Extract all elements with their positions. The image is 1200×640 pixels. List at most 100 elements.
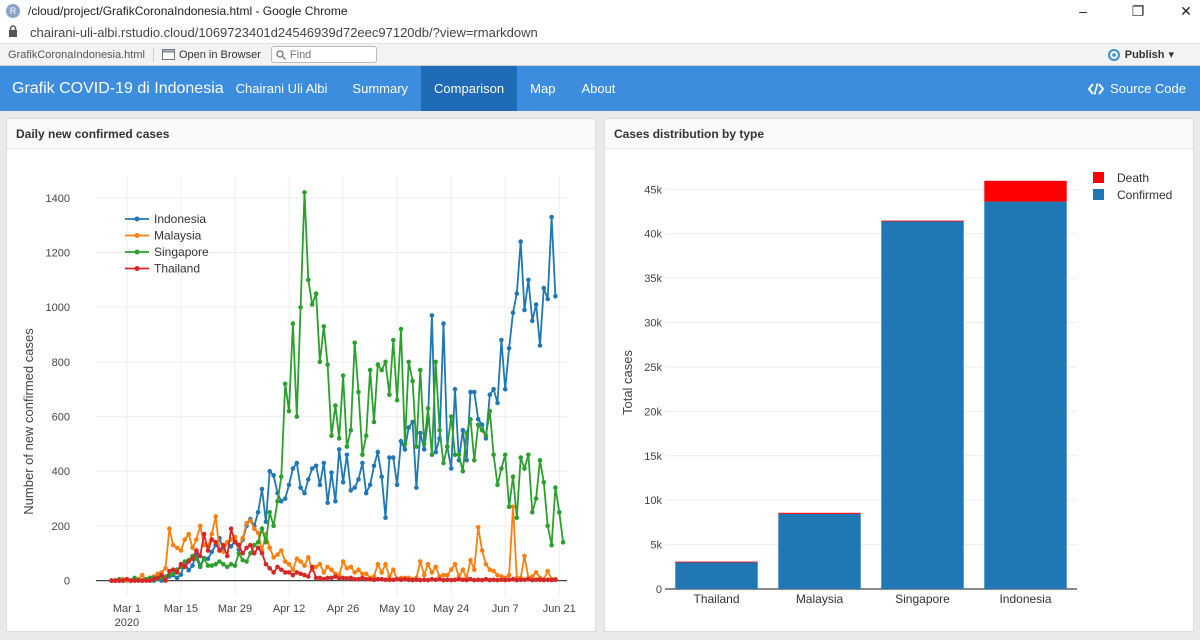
data-point	[356, 576, 361, 582]
bar-confirmed-thailand[interactable]	[675, 562, 758, 589]
data-point	[495, 572, 500, 578]
data-point	[483, 561, 489, 567]
data-point	[526, 576, 531, 582]
data-point	[340, 575, 346, 581]
data-point	[325, 500, 330, 506]
data-point	[418, 577, 423, 583]
data-point	[116, 578, 122, 583]
publish-button[interactable]: Publish ▾	[1107, 48, 1174, 61]
maximize-button[interactable]: ❐	[1131, 3, 1145, 19]
data-point	[194, 548, 199, 553]
data-point	[255, 510, 261, 515]
data-point	[286, 408, 292, 414]
data-point	[360, 571, 365, 577]
data-point	[421, 447, 427, 452]
data-point	[279, 567, 284, 572]
data-point	[302, 190, 307, 195]
x-tick-label: Mar 29	[218, 603, 252, 615]
data-point	[506, 577, 512, 583]
data-point	[170, 567, 176, 572]
data-point	[313, 564, 319, 570]
data-point	[186, 559, 191, 564]
address-bar[interactable]: chairani-uli-albi.rstudio.cloud/10697234…	[0, 22, 1200, 44]
y-tick-label: 1000	[46, 302, 70, 314]
series-thailand	[109, 526, 558, 583]
search-icon	[276, 49, 286, 60]
find-box[interactable]	[270, 46, 377, 63]
data-point	[418, 367, 423, 373]
data-point	[491, 577, 496, 583]
data-point	[236, 542, 242, 548]
data-point	[228, 544, 234, 549]
rstudio-app-icon: R	[6, 4, 20, 18]
data-point	[549, 214, 554, 220]
data-point	[448, 414, 454, 419]
y-tick-label: 200	[52, 521, 70, 533]
data-point	[333, 574, 338, 579]
data-point	[479, 548, 485, 553]
data-point	[410, 378, 415, 384]
data-point	[178, 561, 184, 567]
data-point	[425, 577, 431, 583]
data-point	[414, 485, 419, 490]
data-point	[452, 452, 458, 458]
daily-cases-chart[interactable]: Mar 1 2020 Mar 15 Mar 29 Apr 12 Apr 26 May 10 M…	[7, 149, 595, 631]
y-tick-label: 25k	[644, 362, 662, 374]
data-point	[163, 566, 168, 571]
bar-death-malaysia[interactable]	[778, 512, 861, 514]
data-point	[495, 577, 500, 583]
data-point	[367, 367, 373, 373]
data-point	[363, 433, 369, 439]
data-point	[437, 427, 442, 433]
tab-comparison[interactable]: Comparison	[421, 66, 518, 111]
data-point	[325, 564, 330, 570]
y-tick-label: 800	[52, 357, 70, 369]
bar-death-thailand[interactable]	[675, 561, 758, 563]
data-point	[456, 576, 462, 582]
close-button[interactable]: ✕	[1180, 3, 1192, 19]
data-point	[445, 577, 450, 583]
find-input[interactable]	[289, 48, 370, 61]
distribution-title: Cases distribution by type	[605, 119, 1193, 149]
data-point	[340, 559, 346, 564]
data-point	[391, 337, 396, 343]
bar-confirmed-indonesia[interactable]	[984, 201, 1067, 589]
tab-summary[interactable]: Summary	[352, 81, 409, 96]
y-axis-label: Total cases	[620, 349, 635, 415]
data-point	[255, 530, 261, 536]
data-point	[429, 570, 435, 575]
bar-confirmed-malaysia[interactable]	[778, 513, 861, 589]
data-point	[510, 576, 516, 582]
distribution-chart[interactable]: 0 5k 10k 15k 20k 25k 30k 35k 40k 45k Total cases Th…	[605, 149, 1193, 631]
data-point	[472, 389, 477, 395]
data-point	[186, 567, 191, 573]
open-in-browser-button[interactable]: Open in Browser	[161, 49, 261, 61]
source-code-link[interactable]: Source Code	[1088, 81, 1186, 96]
data-point	[518, 455, 523, 460]
data-point	[487, 577, 493, 583]
data-point	[321, 576, 327, 582]
data-point	[190, 556, 195, 561]
tab-map[interactable]: Map	[530, 81, 556, 96]
data-point	[360, 575, 365, 581]
data-point	[182, 564, 188, 570]
data-point	[429, 576, 435, 582]
data-point	[371, 419, 377, 425]
bar-death-singapore[interactable]	[881, 220, 964, 222]
data-point	[533, 496, 539, 501]
legend-label-singapore: Singapore	[154, 245, 209, 259]
bar-death-indonesia[interactable]	[984, 180, 1067, 202]
data-point	[348, 427, 354, 433]
data-point	[360, 452, 365, 458]
tab-about[interactable]: About	[581, 81, 616, 96]
url-text[interactable]: chairani-uli-albi.rstudio.cloud/10697234…	[30, 25, 538, 40]
bar-confirmed-singapore[interactable]	[881, 220, 964, 589]
data-point	[352, 485, 358, 490]
minimize-button[interactable]: –	[1079, 3, 1087, 19]
data-point	[387, 392, 392, 397]
data-point	[336, 436, 342, 441]
data-point	[360, 460, 365, 466]
data-point	[387, 574, 392, 579]
data-point	[445, 572, 450, 578]
data-point	[553, 294, 558, 299]
